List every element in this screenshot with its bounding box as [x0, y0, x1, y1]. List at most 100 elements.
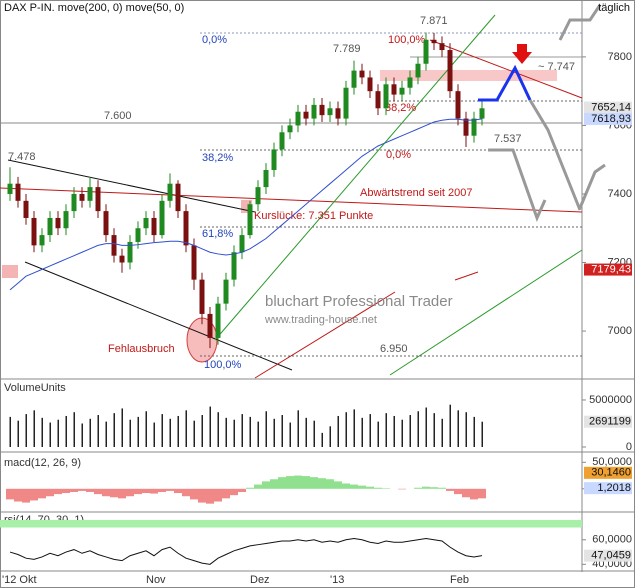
- candle-body: [79, 193, 85, 201]
- bar: [430, 487, 438, 489]
- bar: [374, 487, 382, 489]
- bar: [454, 488, 462, 495]
- candle-body: [479, 108, 485, 119]
- trend-line: [24, 261, 293, 371]
- bar: [262, 481, 270, 489]
- y-tick-label: 7800: [608, 51, 632, 63]
- bar: [414, 487, 422, 489]
- moving-average: [9, 118, 483, 291]
- bar: [350, 484, 358, 489]
- candle-body: [119, 255, 125, 263]
- bar: [193, 420, 195, 447]
- bar: [198, 488, 206, 503]
- candle-body: [311, 104, 317, 119]
- bar: [97, 415, 99, 447]
- bar: [161, 414, 163, 447]
- bar: [254, 484, 262, 489]
- bar: [142, 488, 150, 494]
- bar: [302, 476, 310, 489]
- bar: [102, 488, 110, 497]
- price-label-box: [584, 112, 632, 125]
- chart-title: DAX P-IN. move(200, 0) move(50, 0): [4, 2, 184, 14]
- annotation: 38,2%: [385, 102, 416, 114]
- projection: [478, 64, 532, 102]
- bar: [30, 488, 38, 501]
- trend-line: [454, 271, 479, 281]
- candle-body: [135, 228, 141, 242]
- projection: [528, 99, 582, 211]
- bar: [334, 481, 342, 489]
- bar: [129, 419, 131, 447]
- candle-body: [359, 70, 365, 78]
- candle-body: [343, 87, 349, 119]
- bar: [62, 488, 70, 494]
- panel-title: VolumeUnits: [4, 382, 66, 394]
- candle-body: [63, 211, 69, 229]
- bar: [33, 410, 35, 447]
- y-tick-label: 0: [626, 441, 632, 453]
- candle-body: [223, 279, 229, 304]
- bar: [118, 488, 126, 499]
- candle-body: [143, 217, 149, 229]
- bar: [105, 421, 107, 447]
- projection: [578, 163, 606, 209]
- candle-body: [335, 108, 341, 119]
- annotation: 7.871: [420, 15, 448, 27]
- bar: [278, 477, 286, 489]
- trend-line: [254, 291, 396, 379]
- annotation: ~ 7.747: [538, 61, 575, 73]
- price-label-box: [584, 466, 632, 479]
- candle-body: [103, 211, 109, 236]
- panel-title: macd(12, 26, 9): [4, 457, 81, 469]
- bar: [86, 488, 94, 492]
- bar: [470, 488, 478, 500]
- trend-line: [389, 249, 583, 376]
- candle-body: [471, 118, 477, 136]
- bar: [110, 488, 118, 498]
- bar: [321, 432, 323, 447]
- line: [9, 538, 483, 565]
- x-tick-label: '12 Okt: [2, 574, 37, 586]
- candle-body: [295, 111, 301, 126]
- y-tick-label: 60,0000: [592, 534, 632, 546]
- y-tick-label: 5000000: [589, 394, 632, 406]
- candle-body: [383, 84, 389, 109]
- bar: [433, 413, 435, 447]
- candle-body: [327, 108, 333, 116]
- annotation: 7.789: [333, 43, 361, 55]
- url: www.trading-house.net: [264, 314, 377, 326]
- bar: [233, 419, 235, 447]
- bar: [150, 488, 158, 494]
- bar: [369, 414, 371, 447]
- candle-body: [271, 149, 277, 170]
- bar: [49, 422, 51, 447]
- bar: [286, 476, 294, 489]
- price-label: 47,0459: [591, 550, 631, 562]
- bar: [409, 415, 411, 447]
- candle-body: [207, 313, 213, 338]
- bar: [313, 420, 315, 447]
- candle-body: [439, 43, 445, 51]
- bar: [326, 479, 334, 489]
- candle-body: [239, 235, 245, 253]
- candle-body: [71, 193, 77, 212]
- bar: [222, 488, 230, 499]
- bar: [113, 413, 115, 447]
- bar: [17, 420, 19, 447]
- bar: [206, 488, 214, 504]
- bar: [273, 418, 275, 447]
- bar: [310, 477, 318, 489]
- bar: [265, 411, 267, 447]
- bar: [462, 488, 470, 498]
- candle-body: [247, 204, 253, 236]
- candle-body: [55, 217, 61, 229]
- bar: [185, 410, 187, 447]
- bar: [422, 486, 430, 489]
- bar: [225, 417, 227, 447]
- bar: [446, 488, 454, 491]
- bar: [230, 488, 238, 496]
- bar: [401, 419, 403, 447]
- bar: [481, 421, 483, 447]
- bar: [398, 488, 406, 490]
- bar: [305, 417, 307, 447]
